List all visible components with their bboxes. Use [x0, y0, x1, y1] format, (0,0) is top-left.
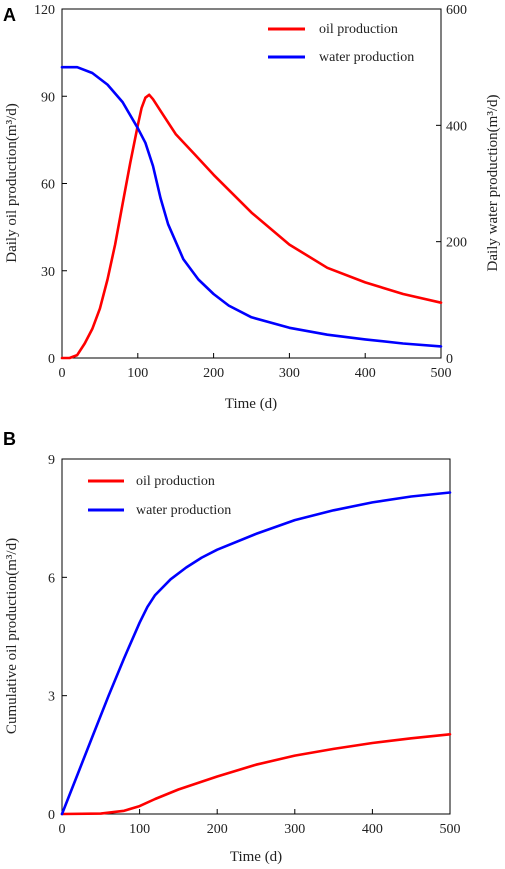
panel-b-ticks: 0 100 200 300 400 500 0 3 6 9: [48, 453, 461, 837]
panel-a-left-axis-label: Daily oil production(m³/d): [4, 103, 20, 262]
panel-a-right-tick-label: 600: [446, 3, 467, 18]
panel-a-series: [60, 65, 443, 360]
panel-a-x-axis-label: Time (d): [225, 396, 277, 412]
panel-b-y-tick-label: 0: [48, 808, 55, 823]
panel-a-y-tick-label: 60: [41, 178, 55, 193]
panel-a-x-tick-label: 200: [203, 366, 224, 381]
panel-b-x-tick-label: 300: [284, 822, 305, 837]
panel-a-x-tick-label: 500: [431, 366, 452, 381]
panel-b-y-axis-label: Cumulative oil production(m³/d): [4, 538, 20, 734]
panel-a-right-tick-label: 0: [446, 352, 453, 367]
panel-b-x-tick-label: 200: [207, 822, 228, 837]
panel-a-right-axis-label: Daily water production(m³/d): [485, 95, 501, 272]
panel-b-y-tick-label: 9: [48, 453, 55, 468]
legend-label-water: water production: [319, 50, 414, 65]
panel-b-x-tick-label: 500: [440, 822, 461, 837]
panel-b: B 0 100 200 300 400 500 0 3 6 9 oil production wa…: [3, 429, 461, 865]
panel-a-right-tick-label: 200: [446, 236, 467, 251]
panel-b-y-tick-label: 6: [48, 571, 55, 586]
panel-a-right-tick-label: 400: [446, 119, 467, 134]
panel-a-series-water-production-line: [60, 65, 443, 348]
panel-b-series-water-production-line: [60, 491, 452, 816]
legend-label-water: water production: [136, 503, 231, 518]
panel-b-legend: oil production water production: [88, 474, 231, 518]
panel-a-x-tick-label: 100: [127, 366, 148, 381]
panel-b-series: [60, 491, 452, 816]
panel-b-plot-frame: [61, 458, 451, 815]
panel-b-y-tick-label: 3: [48, 690, 55, 705]
panel-a-x-tick-label: 300: [279, 366, 300, 381]
panel-a-letter: A: [3, 5, 16, 25]
panel-a-x-tick-label: 0: [59, 366, 66, 381]
legend-label-oil: oil production: [319, 22, 398, 37]
panel-b-x-tick-label: 0: [59, 822, 66, 837]
panel-a-y-tick-label: 90: [41, 90, 55, 105]
panel-b-x-tick-label: 400: [362, 822, 383, 837]
panel-b-series-oil-production-line: [60, 732, 452, 816]
panel-a-y-tick-label: 120: [34, 3, 55, 18]
panel-a-y-tick-label: 0: [48, 352, 55, 367]
panel-b-x-axis-label: Time (d): [230, 849, 282, 865]
panel-a-x-tick-label: 400: [355, 366, 376, 381]
panel-b-letter: B: [3, 429, 16, 449]
legend-label-oil: oil production: [136, 474, 215, 489]
panel-a-legend: oil production water production: [268, 22, 414, 65]
panel-a-series-oil-production-line: [60, 93, 443, 360]
panel-a-y-tick-label: 30: [41, 265, 55, 280]
panel-b-x-tick-label: 100: [129, 822, 150, 837]
